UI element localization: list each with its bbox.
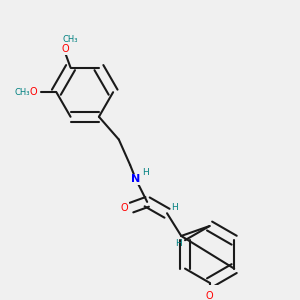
Text: H: H <box>171 203 178 212</box>
Text: N: N <box>131 174 140 184</box>
Text: H: H <box>175 238 182 247</box>
Text: CH₃: CH₃ <box>63 35 78 44</box>
Text: O: O <box>206 290 213 300</box>
Text: H: H <box>142 168 149 177</box>
Text: O: O <box>121 202 128 213</box>
Text: CH₃: CH₃ <box>15 88 30 97</box>
Text: O: O <box>30 87 38 97</box>
Text: O: O <box>61 44 69 54</box>
